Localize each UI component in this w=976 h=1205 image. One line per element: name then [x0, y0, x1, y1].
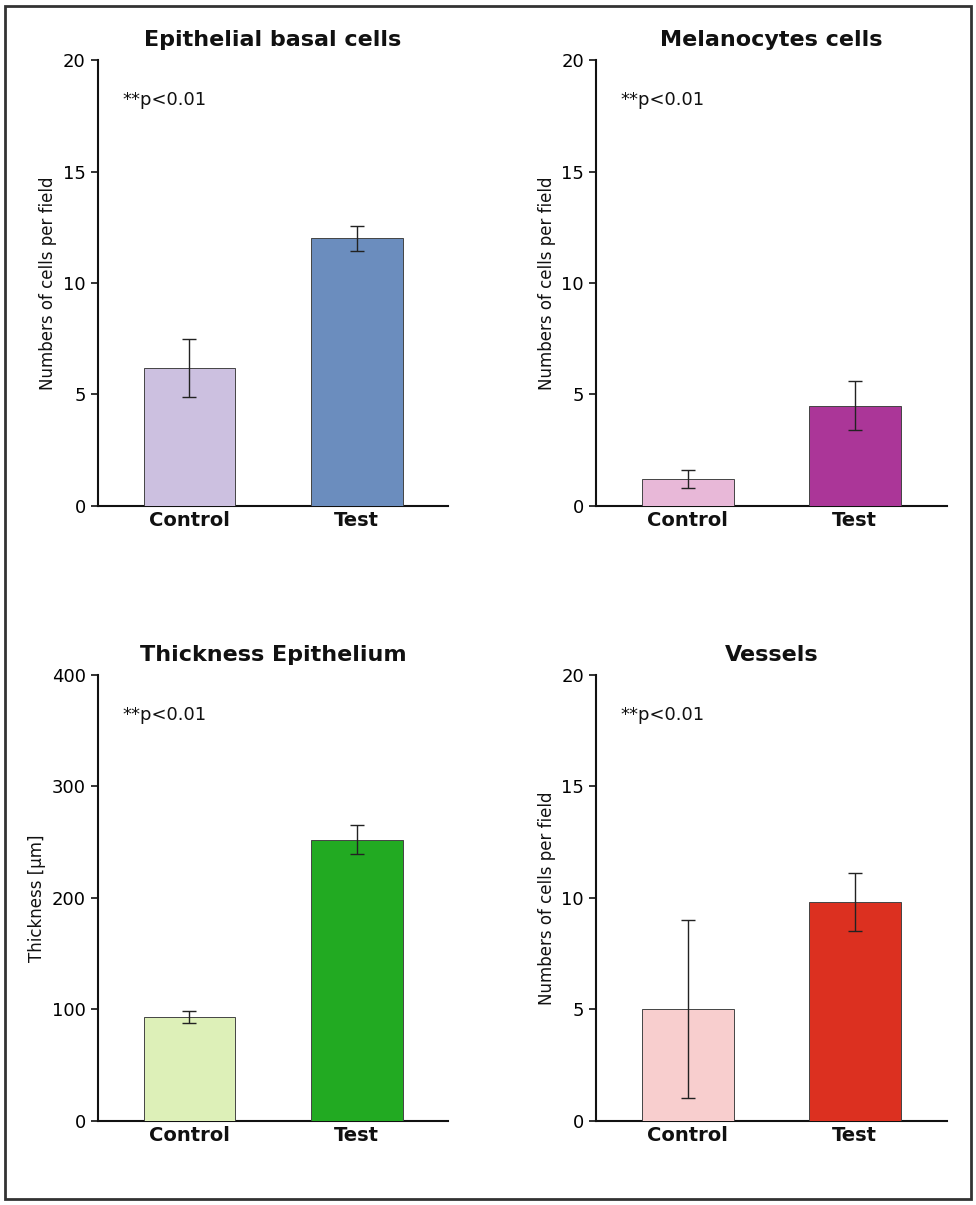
Title: Thickness Epithelium: Thickness Epithelium: [140, 645, 406, 665]
Title: Vessels: Vessels: [724, 645, 818, 665]
Y-axis label: Numbers of cells per field: Numbers of cells per field: [538, 176, 555, 389]
Bar: [642, 1010, 734, 1121]
Bar: [143, 1017, 235, 1121]
Y-axis label: Numbers of cells per field: Numbers of cells per field: [538, 792, 555, 1005]
Bar: [809, 406, 901, 506]
Bar: [310, 840, 402, 1121]
Text: **p<0.01: **p<0.01: [621, 92, 705, 110]
Title: Epithelial basal cells: Epithelial basal cells: [144, 30, 402, 51]
Y-axis label: Thickness [μm]: Thickness [μm]: [28, 834, 46, 962]
Bar: [642, 480, 734, 506]
Text: **p<0.01: **p<0.01: [122, 92, 206, 110]
Text: **p<0.01: **p<0.01: [621, 706, 705, 724]
Bar: [143, 368, 235, 506]
Bar: [809, 903, 901, 1121]
Title: Melanocytes cells: Melanocytes cells: [660, 30, 882, 51]
Text: **p<0.01: **p<0.01: [122, 706, 206, 724]
Y-axis label: Numbers of cells per field: Numbers of cells per field: [39, 176, 58, 389]
Bar: [310, 239, 402, 506]
